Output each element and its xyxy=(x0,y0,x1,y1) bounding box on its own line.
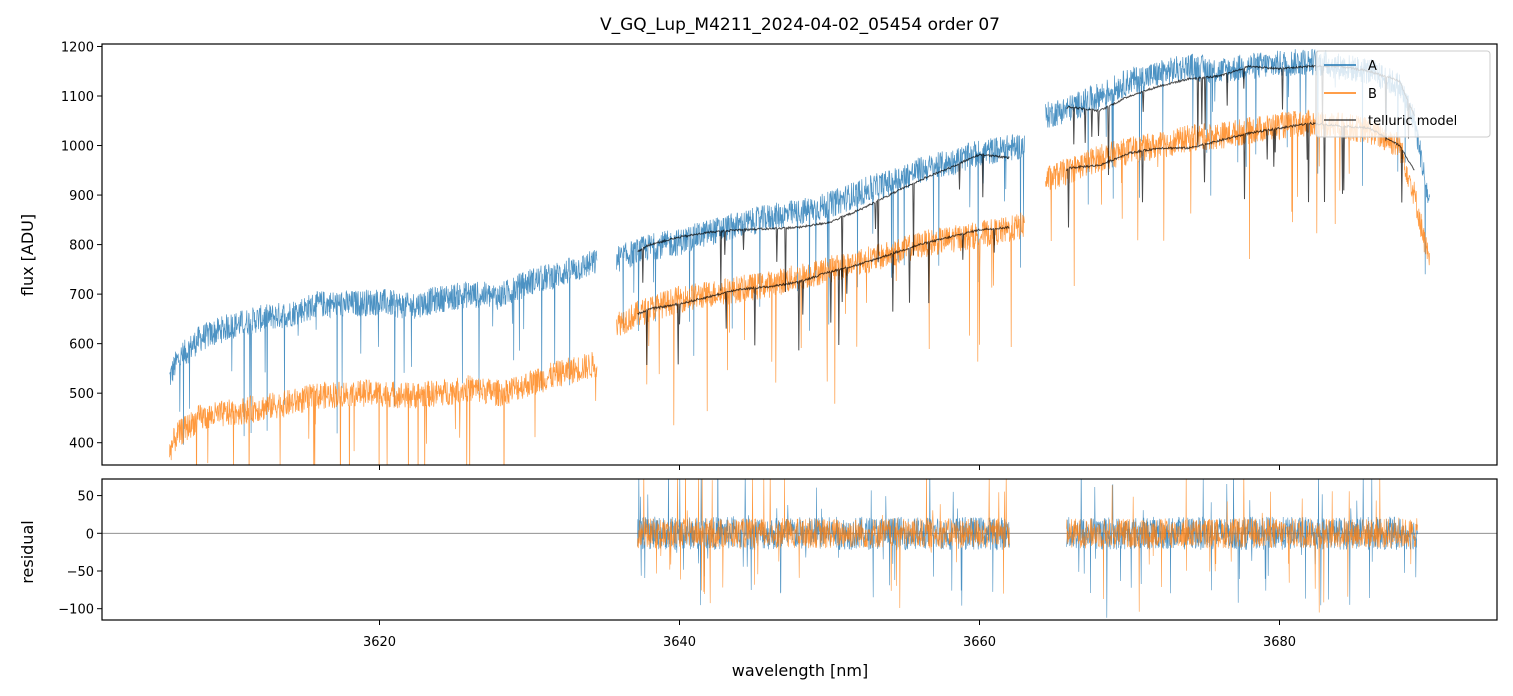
residual-x-tick-label: 3640 xyxy=(663,635,696,650)
legend-label-telluric: telluric model xyxy=(1368,114,1457,129)
chart-title: V_GQ_Lup_M4211_2024-04-02_05454 order 07 xyxy=(600,15,1000,35)
residual-x-tick-label: 3660 xyxy=(963,635,996,650)
spectrum-b-line-segment-1 xyxy=(616,212,1025,426)
residual-y-tick-label: −50 xyxy=(67,565,94,580)
flux-y-tick-label: 700 xyxy=(69,288,94,303)
flux-y-tick-label: 600 xyxy=(69,338,94,353)
residual-y-tick-label: 50 xyxy=(77,490,94,505)
residual-y-tick-label: 0 xyxy=(86,527,94,542)
flux-y-tick-label: 1200 xyxy=(61,40,94,55)
flux-panel: 400 500 600 700 800 900 1000 1100 1200 flux [ADU… xyxy=(18,40,1498,470)
legend-box xyxy=(1315,50,1491,138)
legend: A B telluric model xyxy=(1315,50,1491,138)
spectrum-b-line-segment-0 xyxy=(169,352,598,465)
residual-y-tick-label: −100 xyxy=(58,603,94,618)
residual-x-tick-label: 3680 xyxy=(1263,635,1296,650)
flux-y-tick-label: 1000 xyxy=(61,140,94,155)
flux-plot-frame xyxy=(101,43,1498,466)
residual-b-line-segment-1 xyxy=(1066,479,1418,613)
legend-label-b: B xyxy=(1368,87,1377,102)
residual-panel: 50 0 −50 −100 3620 3640 3660 3680 residual wav… xyxy=(18,478,1498,680)
x-axis-label: wavelength [nm] xyxy=(732,661,869,680)
residual-plot-frame xyxy=(101,478,1498,621)
flux-y-tick-label: 800 xyxy=(69,239,94,254)
telluric-model-line-segment-0 xyxy=(637,152,1010,293)
flux-y-tick-label: 500 xyxy=(69,387,94,402)
legend-label-a: A xyxy=(1368,59,1377,74)
flux-y-tick-label: 900 xyxy=(69,189,94,204)
flux-y-tick-label: 1100 xyxy=(61,90,94,105)
telluric-model-line-segment-1 xyxy=(637,225,1010,366)
flux-y-axis-label: flux [ADU] xyxy=(18,214,37,296)
spectrum-a-line-segment-0 xyxy=(169,249,598,445)
residual-x-tick-label: 3620 xyxy=(363,635,396,650)
residual-y-axis-label: residual xyxy=(18,520,37,583)
flux-y-tick-label: 400 xyxy=(69,437,94,452)
residual-b-line-segment-0 xyxy=(637,479,1010,609)
